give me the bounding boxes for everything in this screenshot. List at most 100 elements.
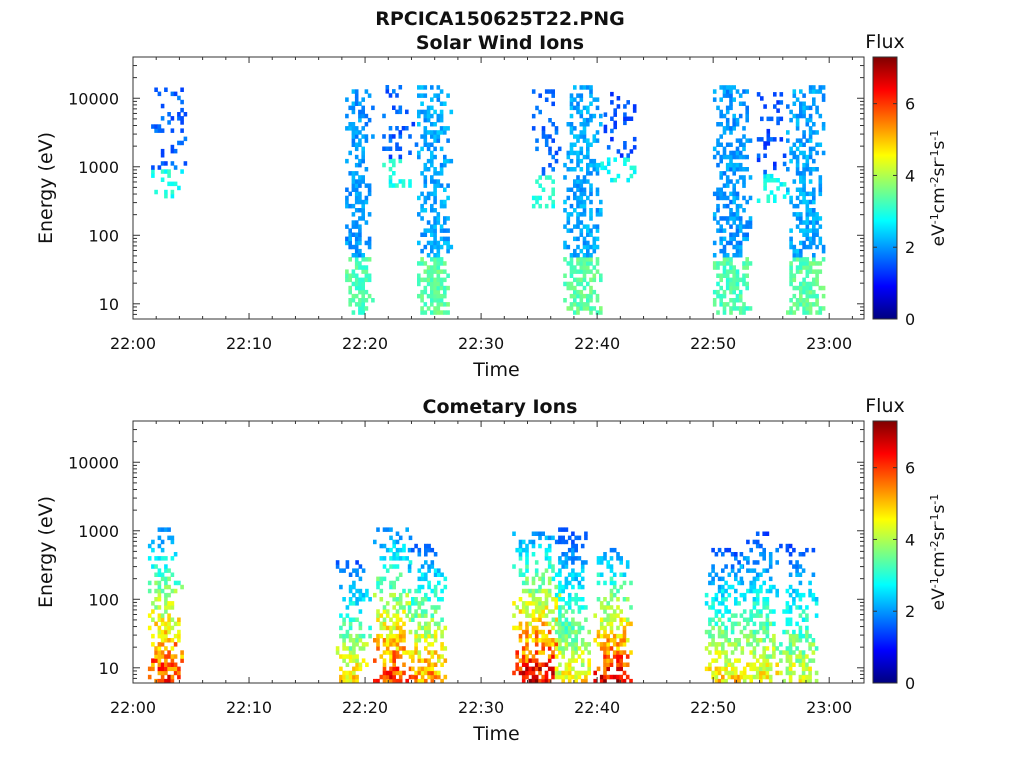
heat-cell	[818, 175, 823, 180]
heat-cell	[582, 253, 587, 258]
heat-cell	[586, 224, 590, 229]
heat-cell	[730, 552, 735, 557]
heat-cell	[427, 580, 431, 586]
heat-cell	[364, 195, 369, 201]
heat-cell	[579, 150, 584, 156]
heat-cell	[766, 116, 771, 122]
heat-cell	[592, 306, 597, 311]
heat-cell	[708, 633, 712, 639]
heat-cell	[589, 142, 593, 147]
heat-cell	[433, 240, 437, 246]
heat-cell	[805, 629, 809, 635]
heat-cell	[436, 93, 441, 98]
heat-cell	[566, 281, 571, 287]
heat-cell	[580, 543, 585, 549]
heat-cell	[544, 556, 549, 561]
heat-cell	[579, 289, 584, 295]
heat-cell	[732, 302, 736, 307]
x-tick-label: 22:30	[458, 334, 504, 353]
heat-cell	[589, 191, 593, 197]
heat-cell	[734, 642, 738, 647]
heat-cell	[170, 535, 175, 541]
heat-cell	[512, 601, 516, 606]
heat-cell	[401, 126, 406, 131]
heat-cell	[361, 113, 365, 119]
heat-cell	[170, 605, 175, 610]
heat-cell	[746, 674, 750, 680]
heat-cell	[815, 244, 819, 250]
heat-cell	[795, 187, 800, 192]
heat-cell	[742, 281, 746, 287]
heat-cell	[603, 112, 608, 117]
heat-cell	[544, 601, 549, 606]
heat-cell	[420, 658, 425, 663]
heat-cell	[722, 130, 727, 135]
heat-cell	[725, 240, 730, 246]
heat-cell	[815, 130, 819, 135]
heat-cell	[762, 531, 766, 536]
heat-cell	[361, 277, 365, 283]
heat-cell	[808, 642, 812, 647]
heat-cell	[719, 171, 723, 176]
heat-cell	[788, 638, 793, 643]
heat-cell	[772, 609, 776, 614]
heat-cell	[354, 240, 359, 246]
heat-cell	[746, 568, 750, 573]
heat-cell	[595, 261, 600, 266]
heat-cell	[610, 136, 614, 142]
heat-cell	[795, 167, 800, 172]
heat-cell	[821, 248, 826, 254]
heat-cell	[805, 236, 810, 242]
heat-cell	[795, 253, 800, 258]
heat-cell	[746, 633, 750, 639]
heat-cell	[749, 662, 753, 667]
heat-cell	[339, 613, 343, 618]
heat-cell	[712, 253, 717, 258]
heat-cell	[414, 670, 418, 676]
heat-cell	[554, 592, 559, 598]
heat-cell	[573, 179, 577, 184]
heat-cell	[725, 216, 730, 221]
heat-cell	[746, 617, 750, 622]
heat-cell	[402, 621, 406, 627]
heat-cell	[612, 613, 617, 618]
heat-cell	[525, 588, 529, 594]
heat-cell	[748, 216, 753, 221]
heat-cell	[749, 666, 753, 672]
heat-cell	[785, 670, 790, 676]
heat-cell	[395, 539, 400, 545]
heat-cell	[789, 228, 793, 233]
heat-cell	[603, 633, 607, 639]
heat-cell	[739, 552, 744, 557]
heat-cell	[558, 633, 562, 639]
heat-cell	[725, 273, 730, 278]
heat-cell	[759, 666, 763, 672]
heat-cell	[358, 208, 362, 213]
heat-cell	[364, 269, 369, 274]
heat-cell	[599, 310, 603, 315]
heat-cell	[564, 638, 569, 643]
heat-cell	[534, 638, 539, 643]
heat-cell	[717, 617, 722, 622]
heat-cell	[576, 179, 580, 184]
heat-cell	[742, 195, 746, 201]
heat-cell	[606, 560, 610, 565]
heat-cell	[742, 556, 747, 561]
heat-cell	[420, 171, 424, 176]
heat-cell	[582, 261, 587, 266]
heat-cell	[811, 592, 816, 598]
heat-cell	[708, 662, 712, 667]
heat-cell	[548, 89, 552, 94]
heat-cell	[606, 642, 610, 647]
heat-cell	[711, 597, 715, 602]
heat-cell	[358, 633, 363, 639]
heat-cell	[727, 592, 732, 598]
heat-cell	[798, 572, 803, 577]
heat-cell	[766, 194, 771, 199]
heat-cell	[361, 109, 365, 115]
heat-cell	[589, 277, 593, 283]
heat-cell	[579, 109, 584, 115]
heat-cell	[521, 654, 526, 659]
heat-cell	[818, 216, 823, 221]
heat-cell	[358, 298, 362, 303]
